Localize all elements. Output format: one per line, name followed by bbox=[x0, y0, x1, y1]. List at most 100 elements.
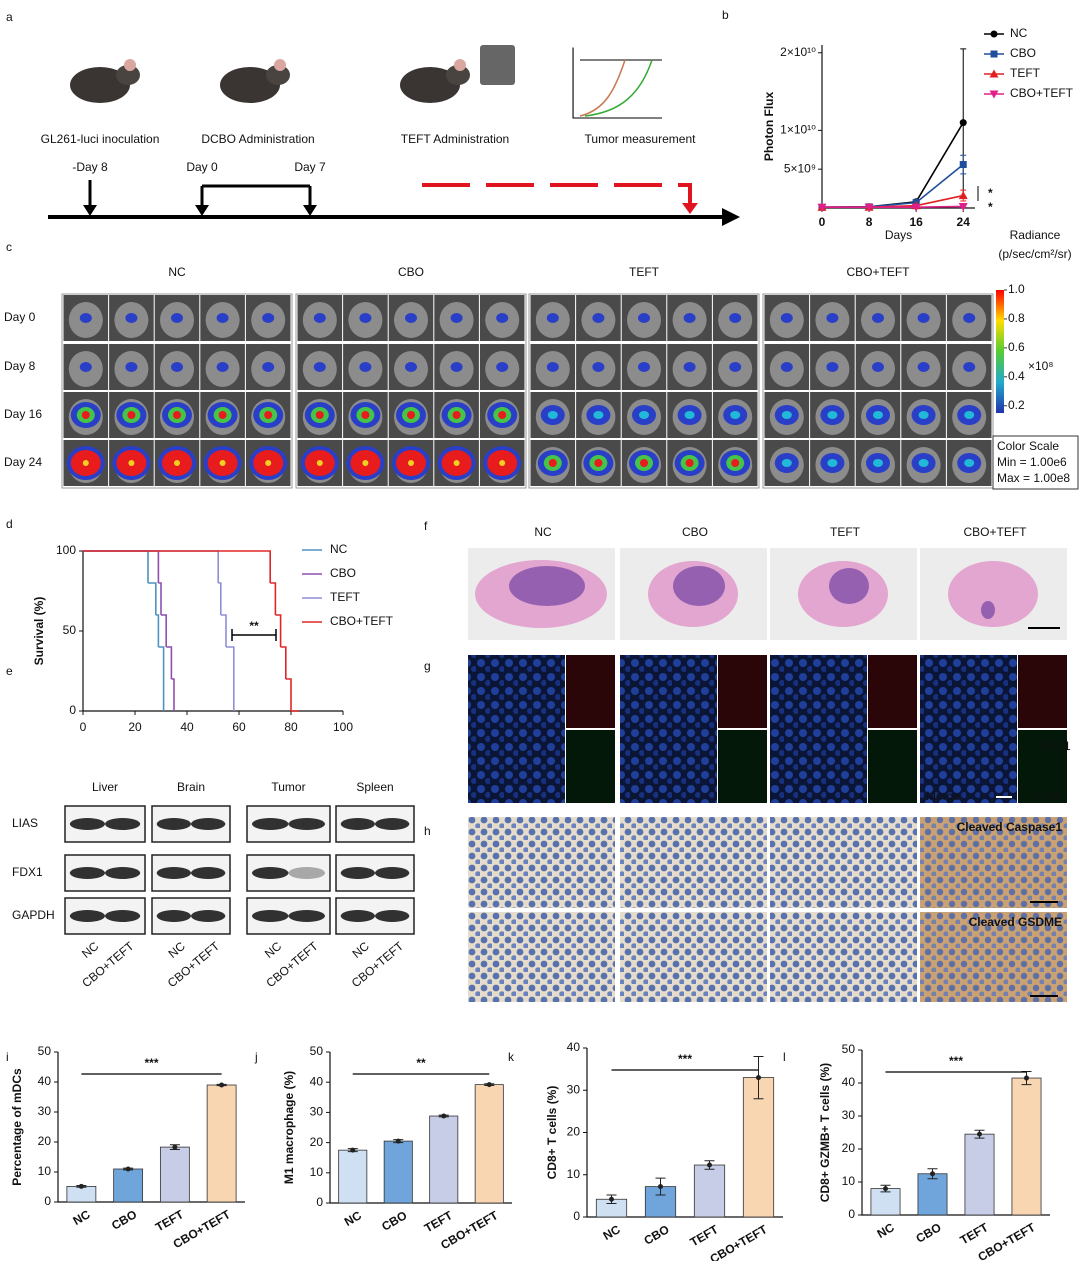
mean-dot bbox=[977, 1131, 982, 1137]
y-tick-label: 0 bbox=[69, 703, 76, 717]
colorbar bbox=[996, 290, 1004, 413]
survival-step bbox=[275, 614, 282, 647]
bli-signal bbox=[216, 313, 229, 323]
survival-step bbox=[161, 614, 167, 647]
bli-signal bbox=[729, 313, 742, 323]
y-tick-label: 50 bbox=[63, 623, 77, 637]
annotation: * bbox=[988, 200, 993, 214]
bli-signal bbox=[359, 362, 372, 372]
survival-step bbox=[280, 646, 287, 679]
legend-label: TEFT bbox=[1010, 66, 1041, 80]
survival-step bbox=[83, 550, 160, 583]
protein-label: FDX1 bbox=[12, 865, 43, 879]
blot-band bbox=[375, 910, 410, 922]
y-tick-label: 30 bbox=[310, 1105, 324, 1119]
axis bbox=[82, 551, 343, 712]
legend-label: NC bbox=[330, 542, 348, 556]
mean-dot bbox=[609, 1196, 614, 1202]
survival-step bbox=[155, 614, 160, 647]
marker bbox=[989, 90, 999, 99]
blot-band bbox=[156, 818, 191, 830]
mouse-illustration bbox=[446, 65, 470, 85]
color-scale-box bbox=[992, 435, 1079, 490]
colorbar-label: 0.6 bbox=[1008, 340, 1025, 354]
y-tick-label: 20 bbox=[567, 1125, 581, 1139]
blot-band bbox=[375, 818, 410, 830]
legend-label: CBO bbox=[1010, 46, 1036, 60]
bli-signal bbox=[873, 411, 883, 419]
image-group-border bbox=[295, 293, 527, 489]
x-tick-label: NC bbox=[875, 1220, 897, 1241]
bar bbox=[1011, 1077, 1042, 1216]
image-group-border bbox=[762, 293, 994, 489]
bli-signal bbox=[683, 313, 696, 323]
if-fdx1 bbox=[566, 655, 615, 728]
bli-signal bbox=[685, 459, 694, 467]
bli-signal bbox=[592, 313, 605, 323]
marker bbox=[990, 30, 998, 38]
bar bbox=[474, 1084, 504, 1204]
timepoint-label: Day 0 bbox=[186, 160, 218, 174]
y-tick-label: 5×10⁹ bbox=[784, 161, 816, 175]
if-fdx1 bbox=[868, 655, 917, 728]
row-label: Day 24 bbox=[4, 455, 42, 469]
bli-signal bbox=[125, 313, 138, 323]
marker bbox=[959, 161, 967, 169]
timepoint-label: Day 7 bbox=[294, 160, 326, 174]
blot-band bbox=[191, 867, 226, 879]
series-line bbox=[821, 122, 964, 209]
mouse-illustration bbox=[274, 59, 286, 71]
colorbar-title: Radiance bbox=[1010, 228, 1061, 242]
bli-signal bbox=[81, 411, 90, 419]
x-tick-label: CBO+TEFT bbox=[707, 1222, 770, 1261]
x-tick-label: TEFT bbox=[422, 1208, 456, 1235]
bli-signal bbox=[546, 362, 559, 372]
bli-signal bbox=[450, 313, 463, 323]
bli-signal bbox=[730, 411, 741, 419]
bli-signal bbox=[638, 362, 650, 372]
annotation: *** bbox=[678, 1052, 692, 1066]
mean-dot bbox=[172, 1144, 178, 1150]
x-tick-label: 0 bbox=[819, 215, 826, 229]
x-tick-label: 80 bbox=[284, 720, 298, 734]
x-tick-label: 60 bbox=[232, 720, 246, 734]
bli-signal bbox=[640, 459, 648, 467]
if-merge bbox=[770, 655, 867, 803]
arrowhead bbox=[83, 205, 97, 216]
bli-signal bbox=[453, 460, 460, 466]
blot-band bbox=[288, 910, 326, 922]
y-tick-label: 30 bbox=[567, 1082, 581, 1096]
y-tick-label: 20 bbox=[310, 1135, 324, 1149]
bli-signal bbox=[362, 460, 369, 466]
mouse-illustration bbox=[70, 67, 130, 103]
bli-signal bbox=[496, 313, 509, 323]
y-tick-label: 10 bbox=[38, 1164, 52, 1178]
mouse-illustration bbox=[220, 67, 280, 103]
mouse-illustration bbox=[124, 59, 136, 71]
bli-signal bbox=[125, 362, 138, 372]
channel-label: LIAS bbox=[1036, 789, 1062, 803]
if-lias bbox=[1018, 730, 1067, 803]
legend-label: NC bbox=[1010, 26, 1028, 40]
bli-signal bbox=[593, 411, 604, 419]
annotation: *** bbox=[144, 1056, 158, 1070]
device-illustration bbox=[480, 45, 515, 85]
bli-signal bbox=[405, 313, 417, 323]
bli-signal bbox=[827, 411, 838, 419]
bli-signal bbox=[548, 459, 557, 467]
bli-signal bbox=[826, 362, 839, 372]
y-tick-label: 100 bbox=[56, 543, 76, 557]
panel-letter: a bbox=[6, 10, 13, 24]
he-tumor bbox=[981, 601, 995, 619]
x-tick-label: 16 bbox=[909, 215, 923, 229]
tumor-graph-illustration bbox=[584, 59, 653, 117]
bli-signal bbox=[361, 411, 370, 419]
step-label: TEFT Administration bbox=[401, 132, 509, 146]
bli-signal bbox=[963, 313, 976, 323]
bli-signal bbox=[781, 459, 792, 467]
bli-signal bbox=[264, 411, 273, 419]
bli-signal bbox=[964, 411, 975, 419]
mean-dot bbox=[883, 1186, 888, 1192]
blot-band bbox=[156, 910, 191, 922]
mean-dot bbox=[78, 1183, 84, 1189]
